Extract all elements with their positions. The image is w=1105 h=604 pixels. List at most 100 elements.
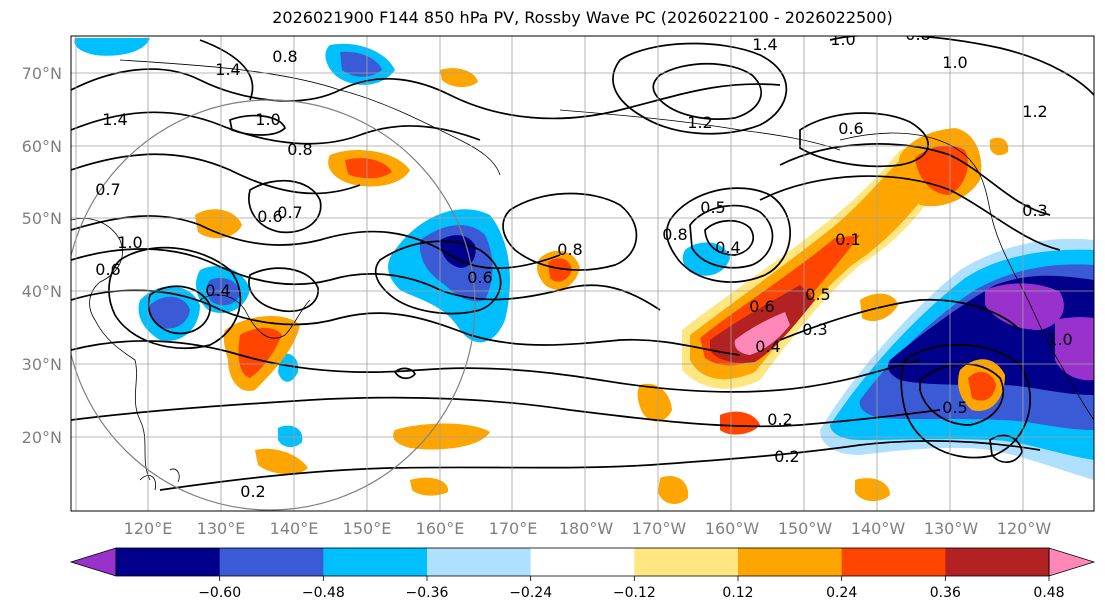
contour-label: 1.2 <box>687 113 712 132</box>
colorbar-segment <box>323 548 428 576</box>
contour-line <box>71 396 941 428</box>
lon-label: 170°W <box>632 519 687 538</box>
contour-label: 0.6 <box>467 268 492 287</box>
contour-line <box>689 204 774 269</box>
lat-label: 70°N <box>22 64 62 83</box>
lat-label: 20°N <box>22 428 62 447</box>
contour-line <box>989 434 1023 463</box>
contour-line <box>374 240 502 315</box>
contour-label: 0.8 <box>272 47 297 66</box>
colorbar-segment <box>945 548 1050 576</box>
contour-label: 1.2 <box>1022 102 1047 121</box>
sub-positive-1 <box>393 423 490 450</box>
contour-label: 0.1 <box>835 230 860 249</box>
lat-label: 30°N <box>22 355 62 374</box>
contour-label: 1.0 <box>1047 330 1072 349</box>
lat-label: 40°N <box>22 282 62 301</box>
colorbar-outline <box>115 547 1050 577</box>
contour-label: 1.0 <box>255 110 280 129</box>
contour-line <box>612 42 788 135</box>
contour-labels: 1.4 0.8 0.7 0.6 1.4 1.0 0.8 1.2 0.6 1.0 1.4 1.0 0.8 1… <box>95 25 1072 501</box>
contour-label: 0.4 <box>715 238 740 257</box>
contour-label: 0.6 <box>95 260 120 279</box>
sub-positive-5 <box>255 448 308 475</box>
bering-coast <box>559 109 841 151</box>
na-coast <box>839 132 1094 421</box>
contour-label: 1.4 <box>102 110 127 129</box>
contour-label: 0.3 <box>802 320 827 339</box>
contour-label: 0.4 <box>755 337 780 356</box>
colorbar-segment <box>841 548 946 576</box>
lat-label: 50°N <box>22 209 62 228</box>
colorbar-tick-label: 0.12 <box>722 585 753 601</box>
contour-label: 1.0 <box>830 30 855 49</box>
contour-label: 0.5 <box>942 398 967 417</box>
graticule <box>71 36 1094 511</box>
contour-label: 0.5 <box>700 198 725 217</box>
colorbar-segment <box>427 548 532 576</box>
lat-label: 60°N <box>22 137 62 156</box>
colorbar-tick-label: −0.36 <box>406 585 449 601</box>
sub-positive-9 <box>410 477 449 496</box>
colorbar-segment <box>738 548 843 576</box>
latitude-labels: 70°N 60°N 50°N 40°N 30°N 20°N <box>22 64 62 447</box>
contour-label: 0.8 <box>557 240 582 259</box>
contour-label: 0.6 <box>838 119 863 138</box>
lon-label: 120°W <box>997 519 1052 538</box>
colorbar-tick-label: 0.36 <box>930 585 961 601</box>
contour-label: 0.8 <box>662 225 687 244</box>
contour-line <box>71 111 481 145</box>
contour-label: 0.5 <box>805 285 830 304</box>
colorbar-tick-label: 0.48 <box>1033 585 1064 601</box>
lon-label: 140°W <box>851 519 906 538</box>
contour-line <box>652 62 762 120</box>
lon-label: 130°W <box>924 519 979 538</box>
sub-positive-10 <box>855 478 890 502</box>
contour-line <box>71 248 661 311</box>
kuril-positive-red <box>345 158 392 179</box>
contour-line <box>704 219 754 256</box>
map-title: 2026021900 F144 850 hPa PV, Rossby Wave … <box>272 8 893 27</box>
colorbar-tick-label: −0.12 <box>613 585 656 601</box>
japan-coast <box>199 294 311 339</box>
lon-label: 170°E <box>489 519 538 538</box>
small-neg-1 <box>278 353 299 382</box>
lon-label: 160°E <box>416 519 465 538</box>
contour-line <box>199 39 254 101</box>
contour-line <box>665 187 792 283</box>
contour-line <box>71 68 781 120</box>
contour-line <box>71 215 561 270</box>
contour-line <box>502 192 638 271</box>
colorbar-tick-label: −0.60 <box>198 585 241 601</box>
contour-label: 0.7 <box>277 203 302 222</box>
nw-negative <box>74 38 150 56</box>
colorbar-left-arrow <box>69 547 117 577</box>
small-neg-2 <box>278 425 303 448</box>
sub-positive-11 <box>990 137 1009 156</box>
pv-contours <box>71 36 1094 491</box>
colorbar-segment <box>634 548 739 576</box>
contour-line <box>759 175 1061 251</box>
lon-label: 130°E <box>197 519 246 538</box>
east-negative-purple-2 <box>1055 317 1094 381</box>
colorbar-tick-label: −0.24 <box>509 585 552 601</box>
contour-label: 0.8 <box>905 25 930 44</box>
contour-label: 1.4 <box>752 35 777 54</box>
siberia-coast <box>119 59 501 176</box>
lon-label: 150°W <box>778 519 833 538</box>
contour-line <box>71 153 361 195</box>
contour-line <box>900 344 1032 459</box>
colorbar-right-arrow <box>1048 547 1096 577</box>
contour-label: 0.4 <box>205 281 230 300</box>
sub-positive-2 <box>637 383 672 422</box>
contour-line <box>147 285 211 335</box>
contour-label: 1.4 <box>215 60 240 79</box>
contour-label: 0.6 <box>749 297 774 316</box>
lon-label: 150°E <box>343 519 392 538</box>
sub-positive-7 <box>195 209 242 239</box>
colorbar-ticks: −0.60 −0.48 −0.36 −0.24 −0.12 0.12 0.24 0.36 0.4… <box>198 576 1065 601</box>
contour-line <box>229 114 286 136</box>
longitude-labels: 120°E 130°E 140°E 150°E 160°E 170°E 180°W 170°W… <box>124 519 1052 538</box>
lon-label: 120°E <box>124 519 173 538</box>
